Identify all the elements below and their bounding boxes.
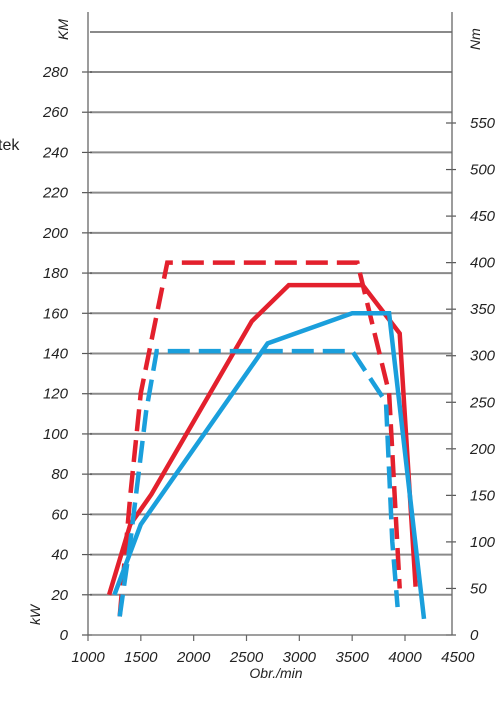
right-tick-label: 450 bbox=[470, 208, 496, 225]
x-tick-label: 2000 bbox=[176, 649, 211, 666]
x-tick-label: 4500 bbox=[441, 649, 475, 666]
left-tick-label: 260 bbox=[42, 104, 69, 121]
left-tick-label: 240 bbox=[42, 144, 69, 161]
left-tick-label: 120 bbox=[43, 386, 69, 403]
x-tick-label: 4000 bbox=[388, 649, 422, 666]
right-tick-label: 300 bbox=[470, 348, 496, 365]
right-tick-label: 150 bbox=[470, 487, 496, 504]
left-tick-label: 100 bbox=[43, 426, 69, 443]
series-0-dashed-line bbox=[117, 260, 402, 617]
left-tick-label: 140 bbox=[43, 346, 69, 363]
x-tick-label: 2500 bbox=[229, 649, 264, 666]
x-tick-label: 1000 bbox=[71, 649, 105, 666]
right-tick-label: 200 bbox=[469, 441, 496, 458]
right-tick-label: 100 bbox=[470, 534, 496, 551]
x-axis-title: Obr./min bbox=[249, 665, 302, 681]
x-tick-label: 3500 bbox=[335, 649, 369, 666]
right-axis-unit: Nm bbox=[467, 28, 483, 50]
left-tick-label: 80 bbox=[51, 466, 68, 483]
right-tick-label: 550 bbox=[470, 115, 496, 132]
x-tick-label: 1500 bbox=[124, 649, 158, 666]
left-tick-label: 200 bbox=[42, 225, 69, 242]
series-3-solid-line bbox=[112, 311, 427, 620]
left-tick-label: 180 bbox=[43, 265, 69, 282]
right-tick-label: 0 bbox=[470, 627, 479, 644]
data-series bbox=[106, 260, 427, 620]
left-tick-label: 160 bbox=[43, 305, 69, 322]
gridlines bbox=[90, 31, 452, 596]
axes bbox=[82, 12, 456, 641]
series-2-dashed-line bbox=[117, 348, 400, 617]
right-tick-label: 50 bbox=[470, 580, 487, 597]
left-tick-label: 0 bbox=[60, 627, 69, 644]
left-tick-label: 60 bbox=[51, 506, 68, 523]
right-tick-label: 500 bbox=[470, 162, 496, 179]
x-tick-label: 3000 bbox=[283, 649, 317, 666]
left-tick-label: 280 bbox=[42, 64, 69, 81]
right-tick-label: 250 bbox=[469, 394, 496, 411]
right-tick-label: 400 bbox=[470, 255, 496, 272]
side-label: tek bbox=[0, 137, 20, 154]
tick-labels: 0 20 40 60 80 100 120 140 160 180 200 220 240 260 280 0… bbox=[42, 64, 496, 666]
left-tick-label: 40 bbox=[51, 547, 68, 564]
left-tick-label: 220 bbox=[42, 185, 69, 202]
left-tick-label: 20 bbox=[50, 587, 68, 604]
left-axis-unit-bottom: kW bbox=[27, 603, 43, 625]
left-axis-unit-top: KM bbox=[55, 19, 71, 40]
right-tick-label: 350 bbox=[470, 301, 496, 318]
